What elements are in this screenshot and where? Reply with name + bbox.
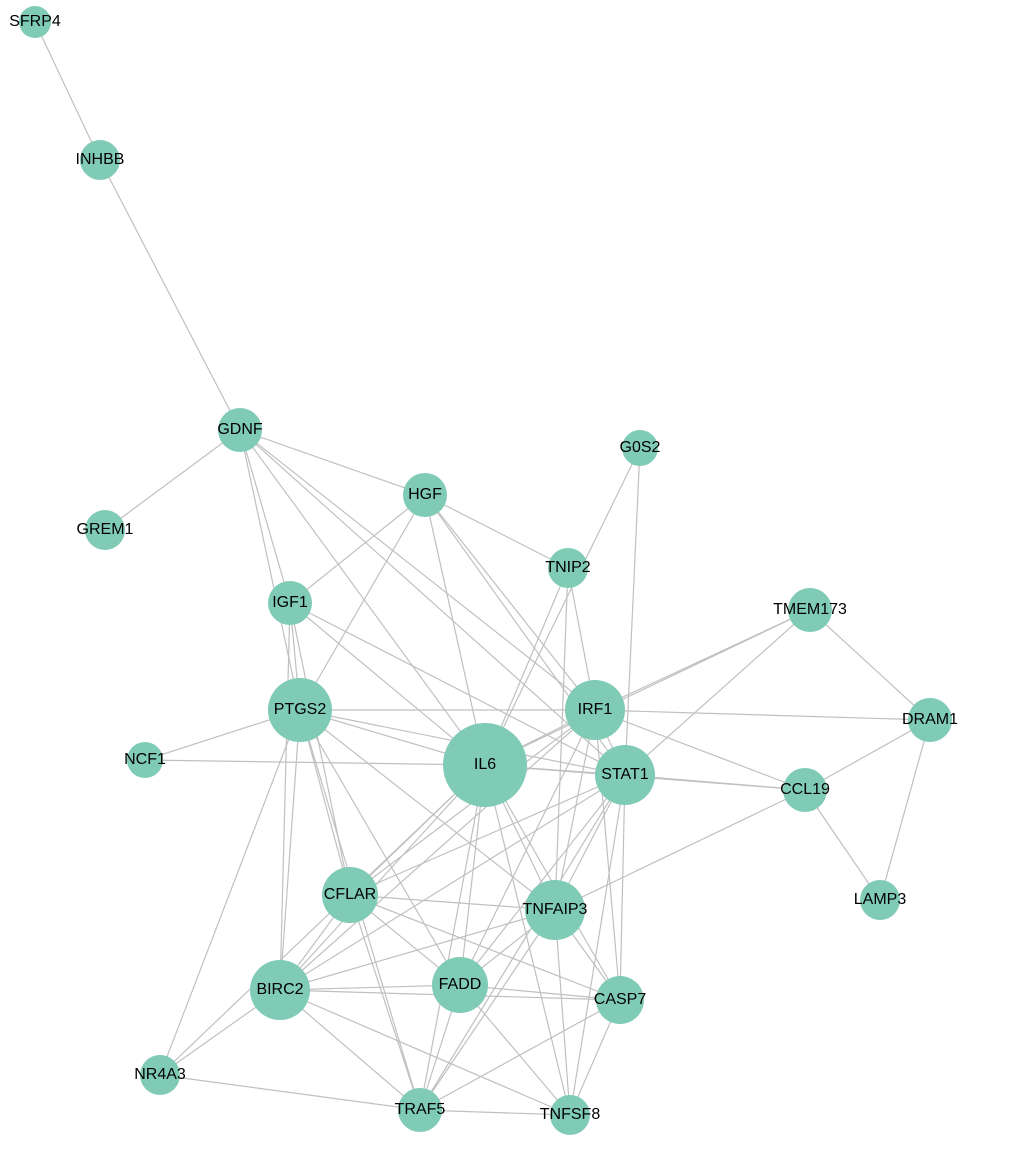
node-traf5 [398,1088,442,1132]
node-nr4a3 [140,1055,180,1095]
node-cflar [322,867,378,923]
edge-INHBB-GDNF [100,160,240,430]
edge-IGF1-CFLAR [290,603,350,895]
edge-GDNF-HGF [240,430,425,495]
node-inhbb [80,140,120,180]
nodes-layer [19,6,952,1135]
edge-PTGS2-FADD [300,710,460,985]
node-lamp3 [860,880,900,920]
node-sfrp4 [19,6,51,38]
node-birc2 [250,960,310,1020]
edge-PTGS2-BIRC2 [280,710,300,990]
edge-PTGS2-NR4A3 [160,710,300,1075]
node-dram1 [908,698,952,742]
node-igf1 [268,581,312,625]
node-ptgs2 [268,678,332,742]
edge-IRF1-DRAM1 [595,710,930,720]
node-ncf1 [127,742,163,778]
node-tmem173 [788,588,832,632]
gene-network-diagram: SFRP4INHBBGDNFGREM1HGFG0S2TNIP2IGF1TMEM1… [0,0,1020,1149]
edge-DRAM1-LAMP3 [880,720,930,900]
edge-HGF-TNIP2 [425,495,568,568]
edges-layer [35,22,930,1115]
edge-IGF1-BIRC2 [280,603,290,990]
node-tnip2 [548,548,588,588]
edge-IL6-BIRC2 [280,765,485,990]
edge-SFRP4-INHBB [35,22,100,160]
edge-CFLAR-TRAF5 [350,895,420,1110]
node-stat1 [595,745,655,805]
edge-STAT1-CASP7 [620,775,625,1000]
node-grem1 [85,510,125,550]
node-ccl19 [783,768,827,812]
node-gdnf [218,408,262,452]
node-tnfsf8 [550,1095,590,1135]
edge-TMEM173-DRAM1 [810,610,930,720]
node-g0s2 [622,430,658,466]
node-tnfaip3 [525,880,585,940]
node-casp7 [596,976,644,1024]
edge-IRF1-BIRC2 [280,710,595,990]
edge-IL6-NR4A3 [160,765,485,1075]
edge-CCL19-TNFAIP3 [555,790,805,910]
edge-IL6-TRAF5 [420,765,485,1110]
node-irf1 [565,680,625,740]
edge-HGF-IRF1 [425,495,595,710]
edge-STAT1-TNFSF8 [570,775,625,1115]
edge-GDNF-GREM1 [105,430,240,530]
node-fadd [432,957,488,1013]
edge-TRAF5-NR4A3 [160,1075,420,1110]
edge-GDNF-IGF1 [240,430,290,603]
edge-TRAF5-TNFSF8 [420,1110,570,1115]
node-hgf [403,473,447,517]
edge-HGF-IGF1 [290,495,425,603]
edge-TMEM173-STAT1 [625,610,810,775]
node-il6 [443,723,527,807]
